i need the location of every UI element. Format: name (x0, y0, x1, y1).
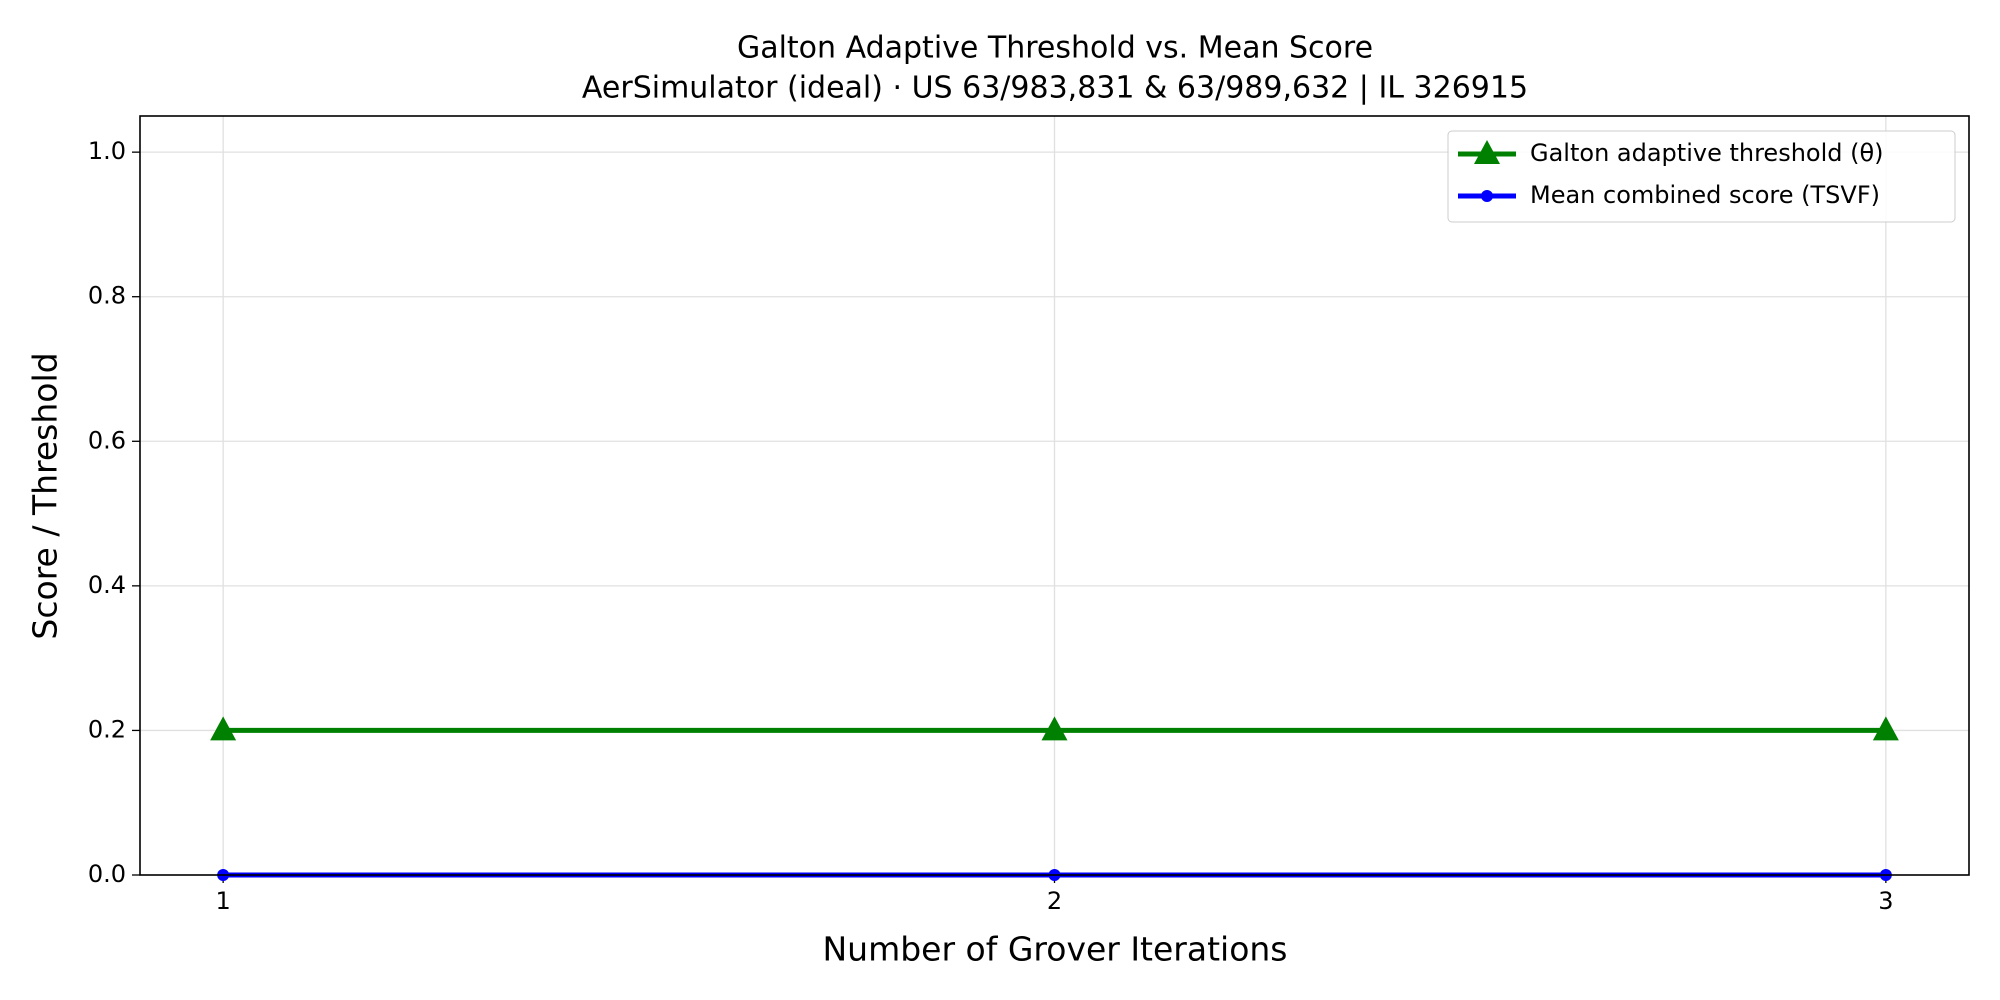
legend-box (1447, 130, 1956, 223)
y-tick-label: 1.0 (88, 137, 126, 165)
y-tick-label: 0.8 (88, 282, 126, 310)
x-tick-label: 1 (215, 887, 230, 915)
marker (1041, 716, 1068, 741)
x-tick-label: 3 (1878, 887, 1893, 915)
marker (210, 716, 237, 741)
y-axis-label: Score / Threshold (26, 352, 65, 639)
y-tick-label: 0.6 (88, 426, 126, 454)
y-tick-label: 0.2 (88, 715, 126, 743)
plot-frame (139, 115, 1970, 876)
chart-subtitle: AerSimulator (ideal) · US 63/983,831 & 6… (582, 71, 1528, 106)
legend: Galton adaptive threshold (θ) Mean combin… (1447, 130, 1956, 223)
x-tick-label: 2 (1047, 887, 1062, 915)
chart-title: Galton Adaptive Threshold vs. Mean Score (737, 31, 1373, 66)
y-tick-label: 0.0 (88, 860, 126, 888)
legend-label: Galton adaptive threshold (θ) (1530, 139, 1884, 167)
y-tick-label: 0.4 (88, 571, 126, 599)
marker (1872, 716, 1899, 741)
x-axis-label: Number of Grover Iterations (822, 930, 1287, 969)
legend-marker (1481, 190, 1493, 202)
legend-marker (1474, 140, 1500, 164)
legend-label: Mean combined score (TSVF) (1530, 181, 1880, 209)
